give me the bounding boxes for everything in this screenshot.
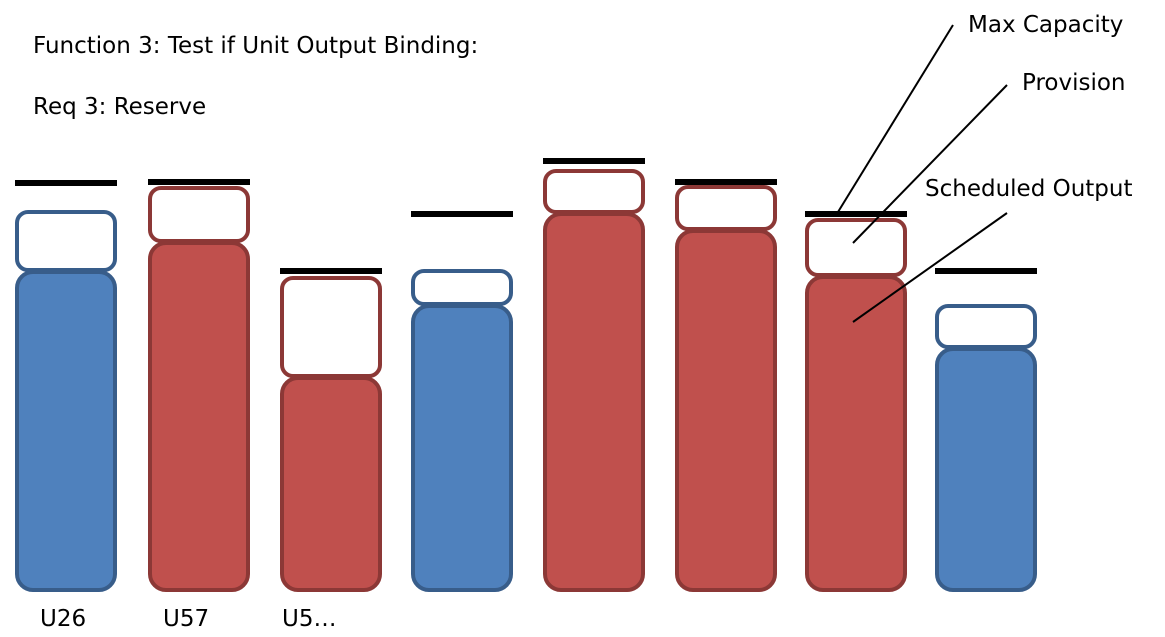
callout-line-max-capacity [837,24,954,213]
scheduled-output-bar [148,241,250,592]
scheduled-output-bar [675,229,777,592]
provision-box [675,185,777,231]
max-capacity-line [411,211,513,217]
provision-box [280,276,382,378]
max-capacity-line [935,268,1037,274]
max-capacity-line [15,180,117,186]
unit-label-u57: U57 [163,606,210,632]
unit-bar-1 [15,180,117,592]
unit-bar-3 [280,268,382,592]
max-capacity-line [148,179,250,185]
provision-box [15,210,117,272]
unit-bar-7 [805,211,907,592]
scheduled-output-bar [280,376,382,592]
provision-box [935,304,1037,349]
unit-label-u5: U5… [282,606,337,632]
callout-line-scheduled-output [852,212,1008,323]
provision-box [148,186,250,243]
scheduled-output-bar [935,347,1037,592]
diagram-title: Function 3: Test if Unit Output Binding: [33,33,479,59]
unit-bars [15,158,1037,592]
provision-box [543,169,645,214]
scheduled-output-bar [805,275,907,592]
unit-bar-4 [411,211,513,592]
max-capacity-line [675,179,777,185]
unit-bar-8 [935,268,1037,592]
scheduled-output-bar [543,212,645,592]
provision-box [805,218,907,277]
unit-bar-6 [675,179,777,592]
unit-bar-5 [543,158,645,592]
label-scheduled-output: Scheduled Output [925,176,1133,202]
label-provision: Provision [1022,70,1126,96]
scheduled-output-bar [411,304,513,592]
diagram-subtitle: Req 3: Reserve [33,94,207,120]
provision-box [411,269,513,306]
callout-lines [837,24,1008,323]
max-capacity-line [280,268,382,274]
unit-bar-2 [148,179,250,592]
label-max-capacity: Max Capacity [968,12,1124,38]
max-capacity-line [543,158,645,164]
callout-line-provision [852,84,1008,244]
unit-label-u26: U26 [40,606,87,632]
scheduled-output-bar [15,270,117,592]
max-capacity-line [805,211,907,217]
